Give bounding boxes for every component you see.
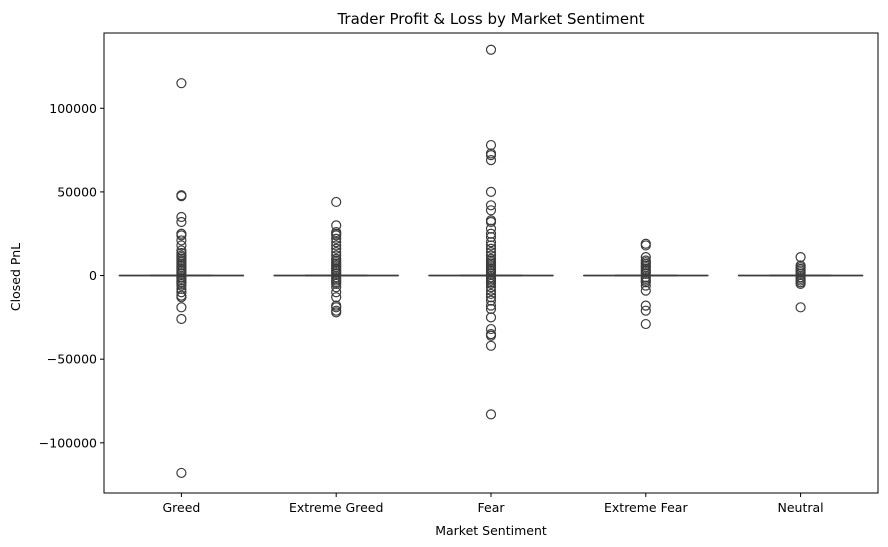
outlier-point (485, 330, 497, 341)
outlier-point (176, 280, 187, 291)
outlier-point (485, 250, 497, 261)
outlier-point (176, 211, 187, 223)
outlier-point (331, 230, 342, 241)
outlier-point (485, 295, 497, 306)
x-axis-label: Market Sentiment (435, 523, 547, 538)
outlier-point (176, 245, 187, 256)
outlier-point (331, 282, 342, 293)
outlier-point (640, 285, 651, 296)
outlier-point (331, 287, 342, 298)
outlier-point (176, 235, 187, 246)
outlier-point (176, 230, 187, 241)
outlier-point (485, 44, 497, 55)
outlier-point (485, 292, 497, 303)
outlier-point (485, 312, 497, 323)
chart-title: Trader Profit & Loss by Market Sentiment (336, 10, 644, 28)
outlier-point (795, 268, 806, 279)
outlier-point (331, 307, 342, 318)
y-axis: −100000 −50000 0 50000 100000 (39, 101, 104, 450)
outlier-point (485, 231, 497, 243)
y-tick-label: −100000 (39, 435, 97, 450)
outlier-point (176, 292, 187, 303)
outlier-point (485, 300, 497, 311)
outlier-point (176, 78, 187, 89)
outlier-point (331, 278, 342, 290)
outlier-point (485, 205, 497, 216)
y-tick-label: 0 (89, 268, 97, 283)
y-axis-label: Closed PnL (8, 243, 23, 311)
box-group (428, 44, 554, 420)
x-tick-label: Greed (162, 500, 200, 515)
x-tick-label: Extreme Fear (604, 500, 688, 515)
outlier-point (640, 240, 651, 251)
outlier-point (485, 303, 497, 315)
x-axis: Greed Extreme Greed Fear Extreme Fear Neutra… (162, 493, 824, 515)
outlier-point (640, 277, 651, 288)
outlier-point (485, 139, 497, 151)
outlier-point (176, 268, 187, 279)
outlier-point (485, 200, 497, 211)
outlier-point (176, 216, 187, 228)
outlier-point (331, 302, 342, 313)
outlier-point (331, 247, 342, 258)
box-group (583, 238, 709, 330)
outlier-point (485, 228, 497, 239)
outlier-point (485, 268, 497, 279)
box-group (737, 252, 864, 313)
outlier-point (331, 196, 342, 208)
box-group (118, 78, 245, 479)
outlier-point (485, 288, 497, 300)
outlier-point (331, 240, 342, 251)
outlier-point (331, 250, 342, 261)
outlier-point (640, 300, 651, 311)
outlier-point (485, 340, 497, 351)
outlier-point (485, 216, 497, 228)
outlier-point (331, 220, 342, 231)
outlier-point (176, 283, 187, 295)
outlier-point (176, 287, 187, 298)
plot-frame (103, 32, 879, 494)
outlier-point (640, 305, 651, 316)
outlier-point (331, 233, 342, 244)
outlier-point (640, 252, 651, 263)
x-tick-label: Extreme Greed (289, 500, 383, 515)
outlier-point (485, 223, 497, 234)
outlier-point (485, 240, 497, 251)
outlier-point (485, 282, 497, 293)
x-tick-label: Neutral (778, 500, 824, 515)
outlier-point (485, 323, 497, 335)
outlier-point (331, 243, 342, 254)
outlier-point (795, 278, 806, 290)
outlier-point (795, 252, 806, 263)
outlier-point (331, 268, 342, 279)
plot-area (118, 44, 864, 479)
outlier-point (176, 313, 187, 325)
outlier-point (795, 302, 806, 313)
outlier-point (485, 409, 497, 420)
y-tick-label: −50000 (47, 352, 97, 367)
outlier-point (640, 280, 651, 291)
outlier-point (640, 318, 651, 330)
box-group (273, 196, 399, 318)
x-tick-label: Fear (478, 500, 506, 515)
outlier-point (176, 302, 187, 313)
outlier-point (485, 236, 497, 248)
outlier-point (485, 150, 497, 161)
outlier-point (331, 236, 342, 248)
outlier-point (485, 285, 497, 296)
outlier-point (176, 240, 187, 251)
outlier-point (176, 190, 187, 202)
outlier-point (485, 186, 497, 198)
outlier-point (485, 247, 497, 258)
outlier-point (331, 292, 342, 303)
y-tick-label: 100000 (49, 101, 97, 116)
y-tick-label: 50000 (57, 184, 97, 199)
outlier-point (485, 243, 497, 254)
outlier-point (640, 268, 651, 279)
outlier-point (485, 278, 497, 290)
outlier-point (485, 155, 497, 166)
outlier-point (176, 467, 187, 479)
